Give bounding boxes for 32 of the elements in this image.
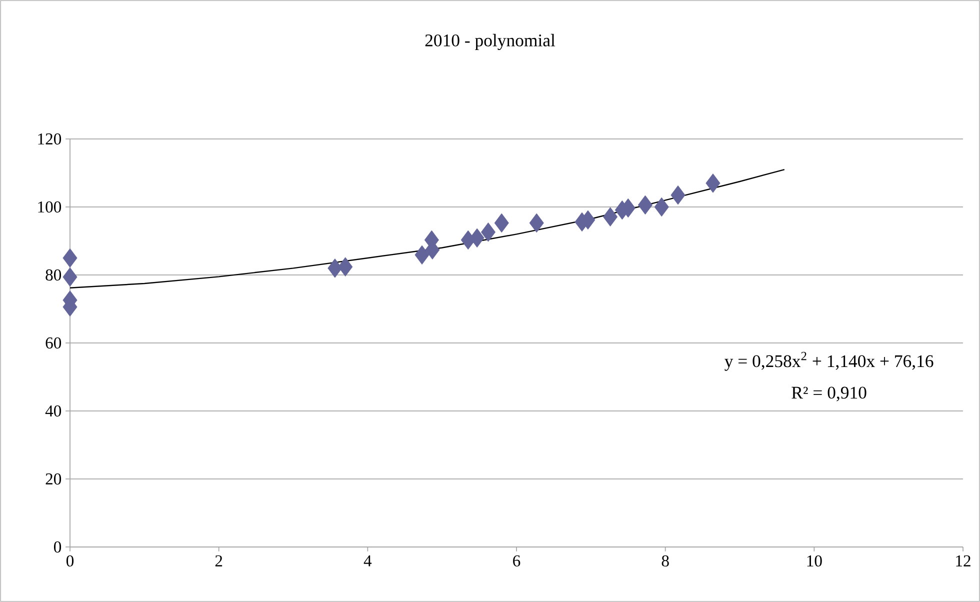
annotation: y = 0,258x$^{2}$ + 1,140x + 76,16 xyxy=(724,352,934,371)
point xyxy=(670,185,686,205)
point xyxy=(706,174,720,193)
point xyxy=(338,257,353,276)
point xyxy=(638,195,653,215)
y-tick-label: 100 xyxy=(38,201,62,213)
line-series xyxy=(69,168,786,289)
point xyxy=(494,213,509,233)
point xyxy=(602,207,618,226)
x-tick-label: 0 xyxy=(66,555,74,567)
x-tick-label: 8 xyxy=(662,555,669,567)
annotation: R² = 0,910 xyxy=(792,386,866,402)
point xyxy=(62,267,78,287)
x-tick-label: 12 xyxy=(956,555,970,566)
y-tick-label: 20 xyxy=(46,473,62,485)
point xyxy=(480,222,496,242)
point xyxy=(470,228,484,248)
y-tick-label: 60 xyxy=(46,337,62,349)
point xyxy=(529,213,544,233)
x-tick-label: 6 xyxy=(513,555,520,566)
chart-title: 2010 - polynomial xyxy=(425,34,556,50)
point xyxy=(654,197,669,217)
y-tick-label: 40 xyxy=(45,405,62,417)
point xyxy=(414,245,430,265)
x-tick-label: 10 xyxy=(807,555,822,567)
x-tick-label: 4 xyxy=(364,555,372,566)
y-tick-label: 120 xyxy=(38,133,62,145)
y-tick-label: 0 xyxy=(54,541,62,553)
point xyxy=(62,248,78,268)
x-tick-label: 2 xyxy=(215,555,222,566)
y-tick-label: 80 xyxy=(46,269,62,281)
point xyxy=(328,258,342,278)
